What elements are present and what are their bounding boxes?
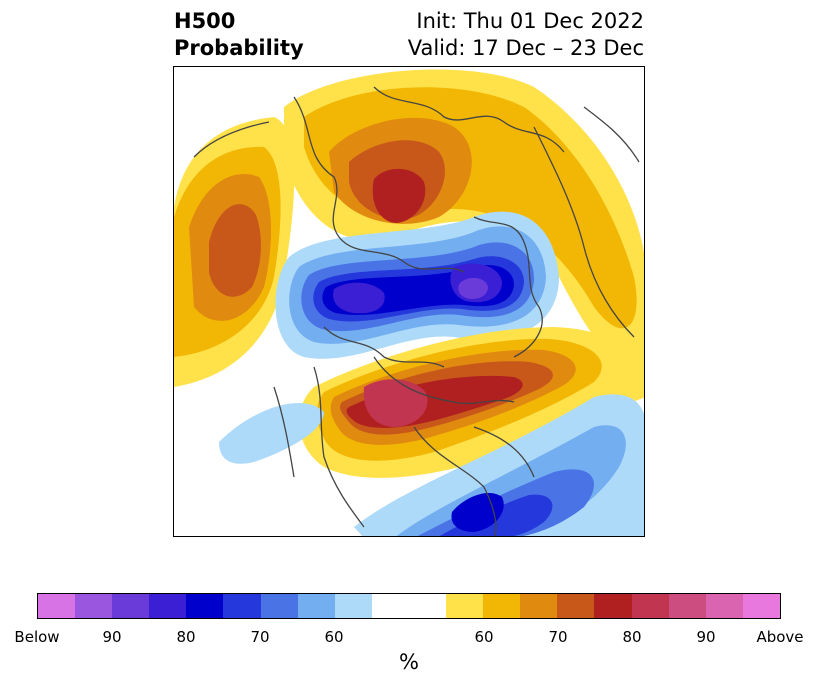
positive-region-north-peak	[372, 168, 426, 223]
negative-region-pacific-south	[219, 403, 324, 464]
colorbar-label-above-90: 90	[696, 628, 716, 646]
colorbar-cell	[260, 594, 298, 618]
map-panel	[173, 66, 645, 537]
colorbar-cell	[223, 594, 261, 618]
colorbar-cell	[705, 594, 743, 618]
colorbar-label-below-90: 90	[102, 628, 122, 646]
colorbar-cell	[186, 594, 224, 618]
init-date: Init: Thu 01 Dec 2022	[416, 9, 644, 33]
colorbar-cell	[149, 594, 187, 618]
positive-region-pacific-core	[209, 204, 261, 297]
colorbar-label-below: Below	[14, 628, 60, 646]
negative-region-polar-peak	[458, 277, 488, 299]
probability-map	[174, 69, 644, 536]
colorbar-label-below-80: 80	[176, 628, 196, 646]
colorbar-cell	[742, 594, 780, 618]
colorbar-cell	[334, 594, 372, 618]
colorbar-label-above: Above	[756, 628, 804, 646]
title-left: H500 Probability	[174, 8, 304, 62]
colorbar-cell	[75, 594, 113, 618]
title-kind: Probability	[174, 36, 304, 60]
colorbar-cell	[371, 594, 447, 618]
title-variable: H500	[174, 9, 236, 33]
colorbar-cell	[38, 594, 76, 618]
colorbar-cell	[112, 594, 150, 618]
title-right: Init: Thu 01 Dec 2022 Valid: 17 Dec – 23…	[408, 8, 644, 62]
colorbar-unit: %	[399, 650, 419, 674]
colorbar-label-below-60: 60	[324, 628, 344, 646]
positive-region-america-peak-2	[363, 379, 428, 427]
colorbar-cell	[631, 594, 669, 618]
valid-range: Valid: 17 Dec – 23 Dec	[407, 36, 644, 60]
colorbar	[37, 593, 781, 619]
colorbar-cell	[446, 594, 484, 618]
colorbar-label-above-60: 60	[474, 628, 494, 646]
colorbar-label-below-70: 70	[250, 628, 270, 646]
colorbar-cell	[668, 594, 706, 618]
colorbar-cell	[297, 594, 335, 618]
coastline-overlay	[193, 86, 640, 536]
colorbar-label-above-70: 70	[548, 628, 568, 646]
colorbar-cell	[520, 594, 558, 618]
colorbar-cell	[483, 594, 521, 618]
negative-region-polar-left-core	[333, 282, 385, 314]
colorbar-cell	[594, 594, 632, 618]
colorbar-label-above-80: 80	[622, 628, 642, 646]
colorbar-cell	[557, 594, 595, 618]
